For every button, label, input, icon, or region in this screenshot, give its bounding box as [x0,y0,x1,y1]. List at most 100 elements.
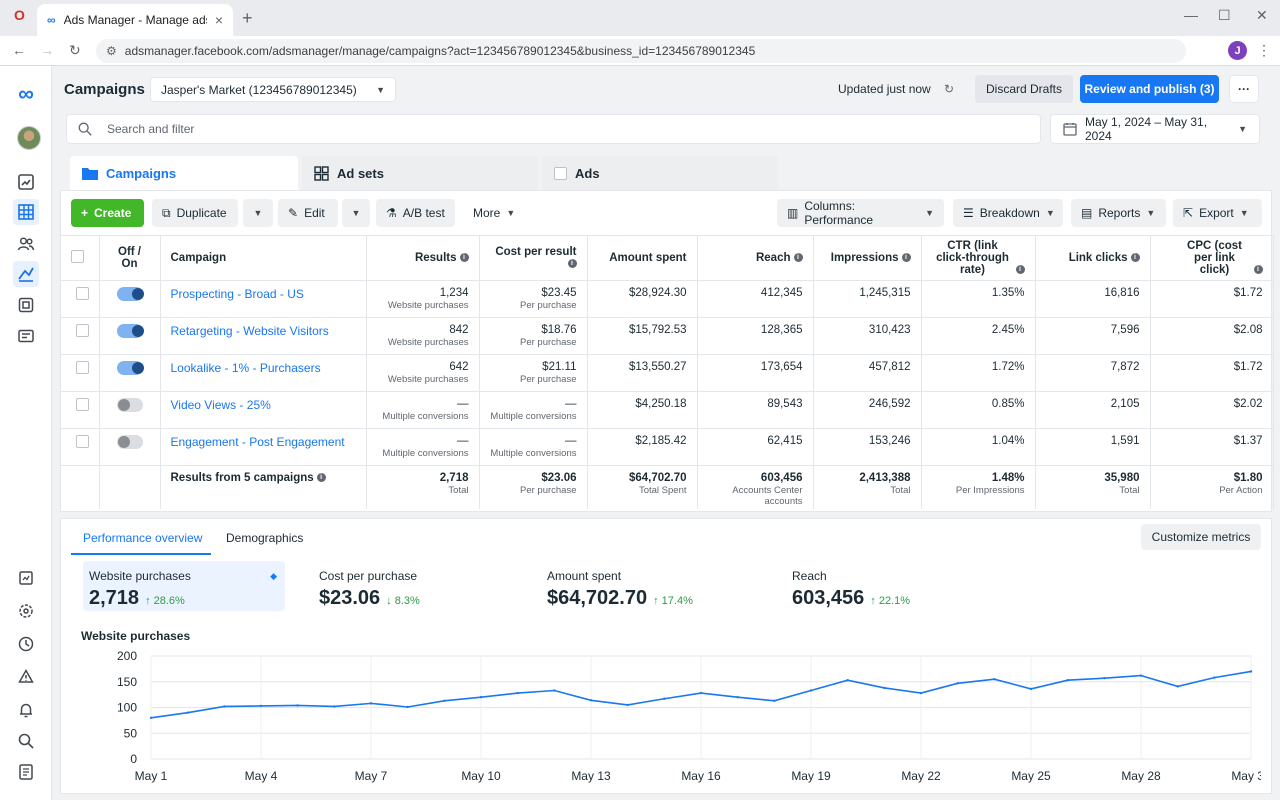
row-select-cell[interactable] [61,391,100,429]
user-avatar[interactable] [17,126,41,150]
row-select-cell[interactable] [61,317,100,355]
row-toggle-cell[interactable] [99,354,161,392]
table-row[interactable]: Engagement - Post Engagement — Multiple co… [61,428,1274,466]
account-selector[interactable]: Jasper's Market (123456789012345) ▼ [150,77,396,102]
campaign-toggle[interactable] [116,435,143,449]
billing-icon[interactable] [16,326,36,346]
header-link-clicks[interactable]: Link clicks i [1035,235,1151,281]
more-button[interactable]: More ▼ [463,199,529,227]
row-toggle-cell[interactable] [99,391,161,429]
date-range-picker[interactable]: May 1, 2024 – May 31, 2024 ▼ [1050,114,1260,144]
info-icon[interactable]: i [1253,265,1263,275]
campaign-name-link[interactable]: Engagement - Post Engagement [170,435,345,449]
new-tab-icon[interactable]: + [242,8,253,28]
ads-reporting-icon[interactable] [13,261,39,287]
breakdown-button[interactable]: ☰ Breakdown ▼ [953,199,1063,227]
audiences-icon[interactable] [16,234,36,254]
campaign-toggle[interactable] [116,361,144,375]
row-select-cell[interactable] [61,354,100,392]
header-reach[interactable]: Reach i [697,235,814,281]
address-bar[interactable]: ⚙ adsmanager.facebook.com/adsmanager/man… [96,39,1186,63]
row-toggle-cell[interactable] [99,280,161,318]
metric-cost-per-purchase[interactable]: Cost per purchase $23.06 ↓ 8.3% [313,561,513,611]
campaign-toggle[interactable] [116,324,144,338]
media-library-icon[interactable] [16,568,36,588]
profile-avatar[interactable]: J [1228,41,1247,60]
table-row[interactable]: Prospecting - Broad - US 1,234 Website pur… [61,280,1274,318]
metric-website-purchases[interactable]: Website purchases 2,718 ↑ 28.6% ◆ [83,561,285,611]
header-cost-per-result[interactable]: Cost per resulti [479,235,588,281]
edit-dropdown[interactable]: ▼ [342,199,370,227]
search-filter-bar[interactable]: Search and filter [66,114,1041,144]
tab-performance-overview[interactable]: Performance overview [83,531,203,545]
help-icon[interactable] [16,762,36,782]
row-checkbox[interactable] [75,324,89,337]
minimize-icon[interactable]: — [1184,7,1198,23]
table-row[interactable]: Retargeting - Website Visitors 842 Website… [61,317,1274,355]
search-icon[interactable] [16,731,36,751]
site-info-icon[interactable]: ⚙ [106,44,117,58]
metric-pin-icon[interactable]: ◆ [270,571,277,581]
campaign-name-link[interactable]: Retargeting - Website Visitors [170,324,329,338]
tab-ads[interactable]: Ads [542,156,778,190]
header-impressions[interactable]: Impressions i [813,235,922,281]
more-options-button[interactable]: ··· [1229,75,1259,103]
business-tools-icon[interactable] [16,634,36,654]
campaign-name-link[interactable]: Lookalike - 1% - Purchasers [170,361,321,375]
campaign-name-cell[interactable]: Lookalike - 1% - Purchasers [160,354,367,392]
tab-campaigns[interactable]: Campaigns [70,156,298,190]
table-row[interactable]: Video Views - 25% — Multiple conversions — M… [61,391,1274,429]
header-off-on[interactable]: Off / On [99,235,161,281]
info-icon[interactable]: i [793,253,803,263]
row-select-cell[interactable] [61,280,100,318]
export-button[interactable]: ⇱ Export ▼ [1173,199,1262,227]
campaign-name-cell[interactable]: Prospecting - Broad - US [160,280,367,318]
row-toggle-cell[interactable] [99,428,161,466]
campaign-name-link[interactable]: Prospecting - Broad - US [170,287,304,301]
info-icon[interactable]: i [1130,253,1140,263]
header-campaign[interactable]: Campaign [160,235,367,281]
discard-drafts-button[interactable]: Discard Drafts [975,75,1073,103]
campaign-name-link[interactable]: Video Views - 25% [170,398,271,412]
info-icon[interactable]: i [567,259,577,269]
duplicate-dropdown[interactable]: ▼ [243,199,273,227]
campaign-toggle[interactable] [116,287,144,301]
close-window-icon[interactable]: ✕ [1256,7,1268,23]
table-row[interactable]: Lookalike - 1% - Purchasers 642 Website pu… [61,354,1274,392]
campaign-name-cell[interactable]: Video Views - 25% [160,391,367,429]
settings-icon[interactable] [16,601,36,621]
browser-menu-icon[interactable]: ⋮ [1257,42,1271,58]
row-select-cell[interactable] [61,428,100,466]
select-all-checkbox[interactable] [71,250,84,263]
row-toggle-cell[interactable] [99,317,161,355]
header-results[interactable]: Results i [366,235,480,281]
row-checkbox[interactable] [75,398,89,411]
events-manager-icon[interactable] [16,295,36,315]
ab-test-button[interactable]: ⚗ A/B test [376,199,455,227]
review-publish-button[interactable]: Review and publish (3) [1080,75,1219,103]
notifications-bell-icon[interactable] [16,700,36,720]
browser-tab[interactable]: ∞ Ads Manager - Manage ads - Ca × [37,4,233,36]
campaign-toggle[interactable] [116,398,143,412]
select-all-cell[interactable] [61,235,100,281]
info-icon[interactable]: i [459,253,469,263]
header-ctr[interactable]: CTR (link click-through rate) i [921,235,1036,281]
row-checkbox[interactable] [75,361,89,374]
reports-button[interactable]: ▤ Reports ▼ [1071,199,1166,227]
tab-demographics[interactable]: Demographics [226,531,304,545]
maximize-icon[interactable]: ☐ [1218,7,1231,23]
meta-logo-icon[interactable]: ∞ [18,81,34,106]
tab-ad-sets[interactable]: Ad sets [302,156,538,190]
campaign-name-cell[interactable]: Retargeting - Website Visitors [160,317,367,355]
campaign-name-cell[interactable]: Engagement - Post Engagement [160,428,367,466]
duplicate-button[interactable]: ⧉ Duplicate [152,199,238,227]
info-icon[interactable]: i [1015,265,1025,275]
create-button[interactable]: + Create [71,199,144,227]
back-icon[interactable]: ← [12,42,26,58]
reload-icon[interactable]: ↻ [69,42,81,58]
close-tab-icon[interactable]: × [214,12,223,28]
header-amount-spent[interactable]: Amount spent [587,235,698,281]
alerts-icon[interactable] [16,667,36,687]
row-checkbox[interactable] [75,287,89,300]
forward-icon[interactable]: → [40,42,54,58]
